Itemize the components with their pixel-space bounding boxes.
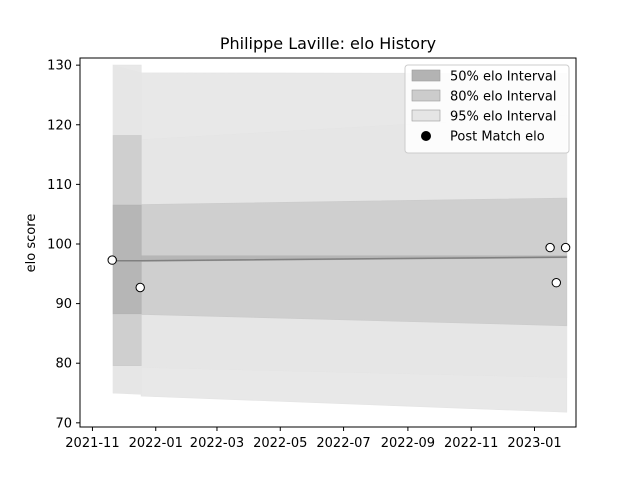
x-tick-label-3: 2022-05 xyxy=(253,436,307,451)
y-tick-label-2: 90 xyxy=(55,297,72,312)
legend: 50% elo Interval 80% elo Interval 95% elo … xyxy=(404,64,570,154)
post-match-point-2 xyxy=(545,242,555,253)
y-tick-label-0: 70 xyxy=(55,416,72,431)
post-match-point-4 xyxy=(560,242,571,253)
band-80 xyxy=(112,135,568,367)
legend-swatch-0 xyxy=(411,69,441,82)
y-tick-label-1: 80 xyxy=(55,357,72,372)
x-tick-label-4: 2022-07 xyxy=(316,436,370,451)
x-tick-label-6: 2022-11 xyxy=(444,436,498,451)
post-match-point-0 xyxy=(107,255,117,265)
post-match-point-3 xyxy=(551,278,561,288)
mean-line xyxy=(113,256,567,262)
y-tick-label-6: 130 xyxy=(47,59,72,74)
post-match-point-1 xyxy=(135,282,145,293)
legend-box xyxy=(404,64,570,154)
mean-elo-line xyxy=(113,256,567,262)
y-axis: 70 80 90 100 110 120 130 xyxy=(47,59,80,431)
plot-frame xyxy=(79,57,577,428)
chart-title: Philippe Laville: elo History xyxy=(220,34,436,53)
post-match-points xyxy=(107,242,571,293)
x-tick-label-0: 2021-11 xyxy=(65,436,119,451)
y-tick-label-4: 110 xyxy=(47,178,72,193)
x-tick-label-7: 2023-01 xyxy=(507,436,561,451)
legend-label-0: 50% elo Interval xyxy=(450,70,557,85)
y-tick-label-5: 120 xyxy=(47,118,72,133)
y-axis-label: elo score xyxy=(24,214,39,273)
x-tick-label-2: 2022-03 xyxy=(190,436,244,451)
y-tick-label-3: 100 xyxy=(47,237,72,252)
x-tick-label-1: 2022-01 xyxy=(129,436,183,451)
x-tick-label-5: 2022-09 xyxy=(381,436,435,451)
legend-marker-3 xyxy=(421,131,431,141)
x-axis: 2021-11 2022-01 2022-03 2022-05 2022-07 2022-… xyxy=(65,427,562,451)
legend-label-1: 80% elo Interval xyxy=(450,90,557,105)
legend-label-3: Post Match elo xyxy=(450,130,545,145)
legend-label-2: 95% elo Interval xyxy=(450,110,557,125)
legend-swatch-2 xyxy=(411,109,441,122)
legend-swatch-1 xyxy=(411,89,441,102)
